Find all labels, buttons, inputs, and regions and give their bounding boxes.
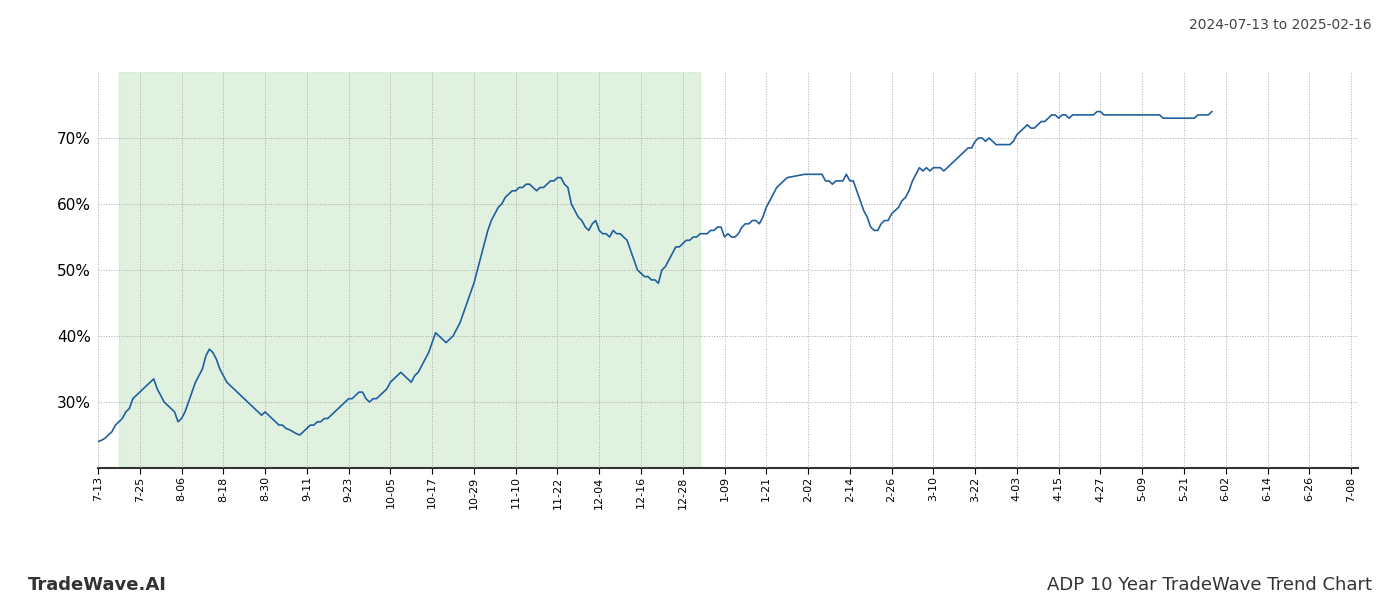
Bar <box>119 72 700 468</box>
Text: ADP 10 Year TradeWave Trend Chart: ADP 10 Year TradeWave Trend Chart <box>1047 576 1372 594</box>
Text: TradeWave.AI: TradeWave.AI <box>28 576 167 594</box>
Text: 2024-07-13 to 2025-02-16: 2024-07-13 to 2025-02-16 <box>1190 18 1372 32</box>
